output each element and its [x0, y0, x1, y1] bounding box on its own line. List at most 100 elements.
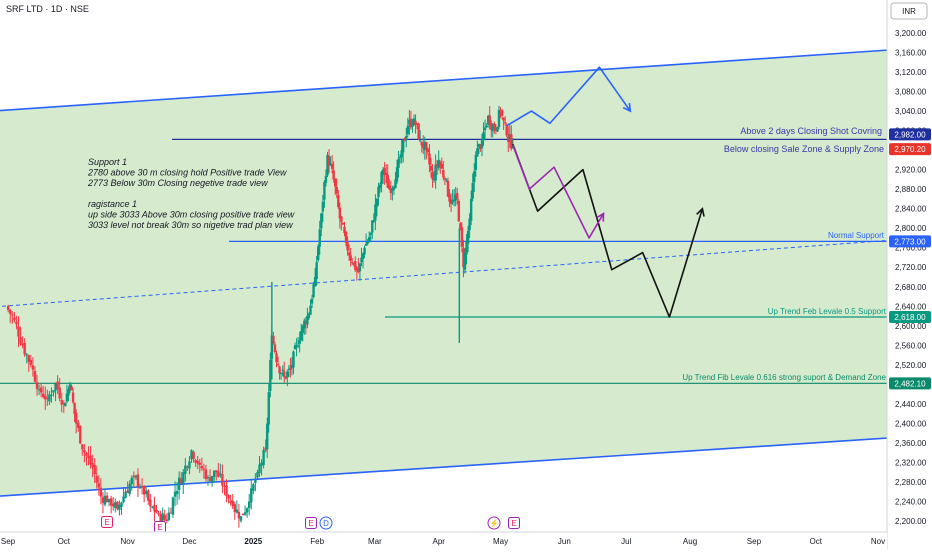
marker-label: E [511, 519, 516, 528]
projection-blue-path[interactable] [506, 66, 631, 127]
candle-body [405, 135, 408, 140]
price-tick-label: 2,680.00 [895, 283, 927, 292]
candle-body [258, 464, 261, 474]
support-note-line: up side 3033 Above 30m closing positive … [88, 210, 295, 220]
candle-body [462, 248, 465, 268]
candle-body [341, 223, 345, 225]
currency-button-frame[interactable] [890, 2, 928, 20]
price-tag-label: 2,970.20 [894, 145, 926, 154]
candle-body [116, 501, 119, 509]
candle-body [161, 513, 164, 521]
candle-body [327, 155, 331, 166]
candle-body [505, 124, 508, 136]
candle-body [457, 200, 461, 222]
candle-body [124, 491, 127, 498]
price-tag-box [889, 377, 931, 390]
candle-body [54, 383, 57, 391]
price-tick-label: 2,640.00 [895, 302, 927, 311]
earnings-marker[interactable]: E [508, 517, 520, 529]
candle-body [126, 490, 129, 493]
candle-body [73, 402, 76, 414]
candle-body [355, 269, 359, 271]
candle-body [459, 223, 462, 229]
candle-body [250, 488, 253, 503]
price-tag-box [889, 311, 931, 324]
candle-body [434, 164, 437, 181]
price-tag-box [889, 143, 931, 156]
candle-body [132, 475, 136, 478]
candle-body [418, 140, 422, 142]
earnings-marker[interactable]: E [305, 517, 317, 529]
price-tick-label: 3,160.00 [895, 49, 927, 58]
candle-body [448, 194, 451, 202]
candle-body [23, 342, 26, 355]
candle-body [25, 354, 28, 356]
price-axis-panel[interactable] [887, 0, 932, 550]
earnings-marker[interactable]: E [154, 521, 166, 533]
candle-body [58, 387, 61, 399]
candle-body [11, 314, 14, 316]
candle-body [103, 495, 107, 505]
candle-body [278, 366, 281, 374]
candle-body [408, 119, 411, 125]
candle-body [394, 179, 397, 189]
time-tick-label: Nov [121, 537, 135, 546]
candle-body [486, 115, 490, 125]
candle-body [502, 117, 505, 121]
candle-body [377, 186, 380, 198]
candle-body [310, 298, 314, 304]
candle-body [435, 164, 439, 166]
candle-body [414, 120, 417, 125]
time-tick-label: Oct [58, 537, 71, 546]
candle-body [149, 499, 152, 507]
support-note-line: Support 1 [88, 157, 127, 167]
candle-body [335, 187, 338, 194]
time-axis-panel[interactable] [0, 532, 887, 550]
marker-shape [305, 517, 317, 529]
dashed-trendline[interactable] [1, 239, 888, 307]
price-tick-label: 2,320.00 [895, 458, 927, 467]
candle-body [295, 345, 298, 347]
candle-body [471, 182, 474, 199]
candle-body [425, 141, 428, 151]
time-tick-label: Aug [683, 537, 697, 546]
currency-button[interactable]: INR [890, 2, 928, 20]
candle-body [363, 247, 366, 255]
marker-label: D [323, 519, 329, 528]
candle-body [482, 132, 485, 141]
price-tag-box [889, 235, 931, 248]
time-tick-label: Jun [558, 537, 571, 546]
candle-body [99, 487, 103, 497]
candle-body [312, 284, 315, 297]
candle-body [266, 423, 269, 450]
upper-channel-line[interactable] [0, 49, 888, 112]
candle-body [469, 198, 473, 221]
candle-body [44, 395, 47, 400]
candle-body [219, 473, 222, 476]
split-marker[interactable]: ⚡ [487, 516, 501, 530]
candle-body [337, 194, 340, 208]
candle-body [221, 474, 224, 486]
candle-body [48, 394, 51, 402]
time-tick-label: 2025 [244, 537, 262, 546]
candle-body [264, 447, 267, 451]
price-tick-label: 2,240.00 [895, 497, 927, 506]
projection-purple-path[interactable] [512, 144, 605, 239]
earnings-marker[interactable]: E [101, 516, 113, 528]
candle-body [397, 158, 400, 168]
projection-black-path[interactable] [512, 143, 704, 318]
candle-body [177, 477, 181, 490]
candle-body [147, 490, 150, 501]
candle-body [422, 143, 425, 149]
candle-body [225, 485, 228, 496]
candle-body [480, 140, 484, 149]
candle-body [349, 255, 352, 261]
candle-body [256, 472, 259, 478]
candle-body [330, 163, 334, 169]
candle-body [357, 267, 360, 273]
dividend-marker[interactable]: D [319, 516, 333, 530]
candle-body [508, 134, 511, 141]
candle-body [446, 181, 450, 197]
